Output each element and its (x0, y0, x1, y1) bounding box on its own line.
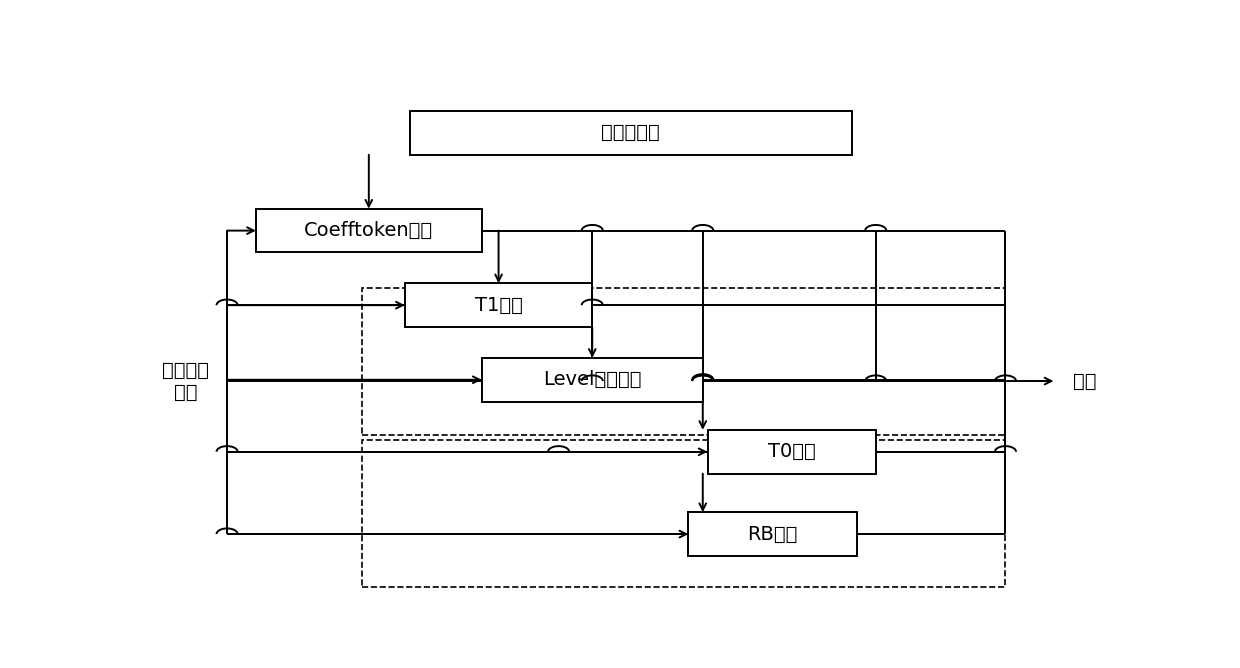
Bar (409, 111, 852, 155)
Text: RB编码: RB编码 (748, 524, 797, 544)
Text: 编码控制器: 编码控制器 (601, 124, 660, 142)
Text: T0编码: T0编码 (768, 442, 816, 462)
Text: T1编码: T1编码 (475, 296, 522, 315)
Bar (708, 430, 875, 474)
Bar (255, 208, 481, 253)
Bar (362, 440, 1006, 587)
Bar (481, 358, 703, 401)
Text: 码字: 码字 (1074, 371, 1097, 391)
Text: Coefftoken编码: Coefftoken编码 (304, 221, 434, 240)
Text: Level系数编码: Level系数编码 (543, 370, 641, 389)
Bar (688, 512, 857, 556)
Bar (404, 283, 593, 327)
Text: 编码所需
系数: 编码所需 系数 (162, 361, 210, 401)
Bar (362, 289, 1006, 435)
